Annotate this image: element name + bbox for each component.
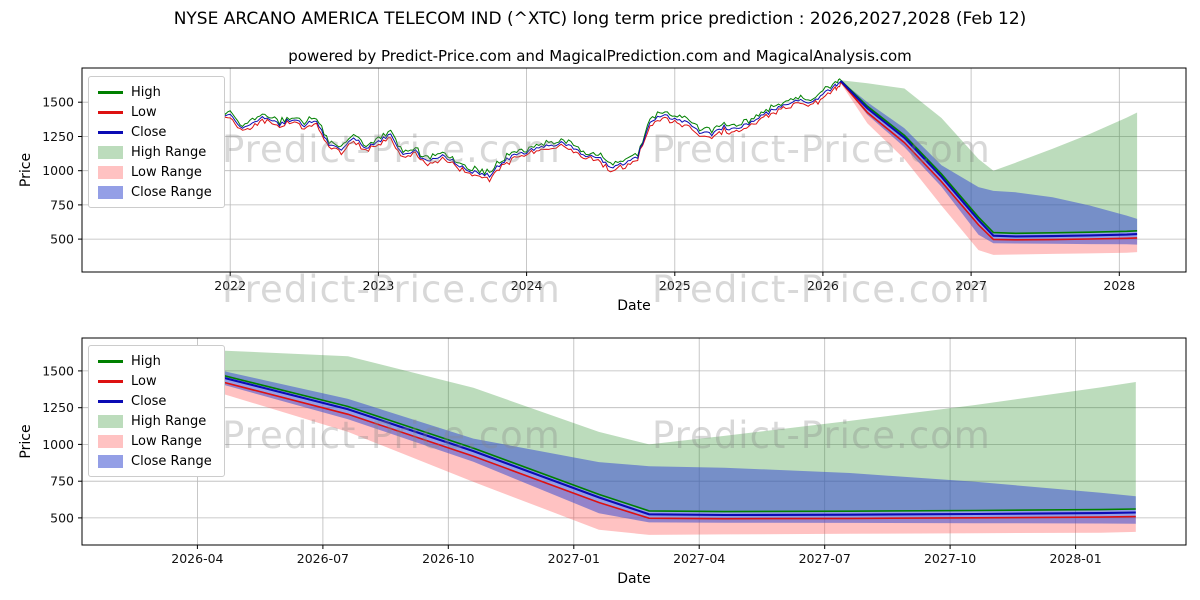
x-tick-label: 2025 <box>659 278 691 293</box>
legend-item-close: Close <box>98 391 212 411</box>
legend-label-close-range: Close Range <box>131 453 212 469</box>
low-line-swatch <box>98 110 123 114</box>
y-tick-label: 1000 <box>42 163 74 178</box>
high-range-swatch <box>98 414 123 428</box>
y-tick-label: 500 <box>50 232 74 247</box>
x-tick-label: 2027-10 <box>924 551 976 566</box>
x-tick-label: 2026-04 <box>171 551 223 566</box>
y-axis-label: Price <box>18 424 34 458</box>
series-line <box>118 80 842 178</box>
high-line-swatch <box>98 359 123 363</box>
low-range-swatch <box>98 165 123 179</box>
legend-item-low-range: Low Range <box>98 431 212 451</box>
plot-border <box>81 67 1187 273</box>
series-line <box>131 346 1136 513</box>
legend-label-low-range: Low Range <box>131 164 202 180</box>
legend-label-close: Close <box>131 393 167 409</box>
x-tick-label: 2027-01 <box>548 551 600 566</box>
x-tick-label: 2024 <box>511 278 543 293</box>
series-line <box>118 78 842 176</box>
page-title: NYSE ARCANO AMERICA TELECOM IND (^XTC) l… <box>173 9 1027 29</box>
x-tick-label: 2027-07 <box>799 551 851 566</box>
y-tick-label: 1500 <box>42 95 74 110</box>
legend-label-high: High <box>131 353 161 369</box>
range-band <box>132 347 1136 513</box>
x-tick-label: 2027 <box>955 278 987 293</box>
x-tick-label: 2022 <box>214 278 246 293</box>
low-range-swatch <box>98 434 123 448</box>
x-tick-label: 2028-01 <box>1049 551 1101 566</box>
legend-label-high-range: High Range <box>131 413 207 429</box>
legend-top-chart: High Low Close High Range Low Range Clos… <box>88 76 225 208</box>
legend-item-close-range: Close Range <box>98 182 212 202</box>
legend-item-high: High <box>98 82 212 102</box>
x-tick-label: 2026-10 <box>422 551 474 566</box>
history-and-prediction-chart: 2022 2023 2024 2025 2026 2027 2028 500 750 1000 12… <box>18 67 1187 314</box>
y-tick-label: 500 <box>50 510 74 525</box>
x-tick-label: 2028 <box>1103 278 1135 293</box>
range-band <box>840 80 1138 245</box>
legend-bottom-chart: High Low Close High Range Low Range Clos… <box>88 345 225 477</box>
y-tick-label: 750 <box>50 474 74 489</box>
x-tick-label: 2027-04 <box>673 551 725 566</box>
prediction-zoom-chart: 2026-04 2026-07 2026-10 2027-01 2027-04 2027-… <box>18 337 1187 587</box>
close-range-swatch <box>98 185 123 199</box>
legend-label-low: Low <box>131 373 157 389</box>
y-axis-label: Price <box>18 153 34 187</box>
legend-item-low: Low <box>98 102 212 122</box>
legend-item-close-range: Close Range <box>98 451 212 471</box>
legend-label-high-range: High Range <box>131 144 207 160</box>
legend-item-low-range: Low Range <box>98 162 212 182</box>
legend-item-high-range: High Range <box>98 142 212 162</box>
plot-border <box>81 337 1187 546</box>
y-tick-label: 750 <box>50 197 74 212</box>
close-line-swatch <box>98 130 123 134</box>
legend-item-high-range: High Range <box>98 411 212 431</box>
legend-item-high: High <box>98 351 212 371</box>
high-range-swatch <box>98 145 123 159</box>
legend-item-low: Low <box>98 371 212 391</box>
close-range-swatch <box>98 454 123 468</box>
high-line-swatch <box>98 90 123 94</box>
range-band <box>840 80 1138 234</box>
page-subtitle: powered by Predict-Price.com and Magical… <box>288 47 912 65</box>
x-axis-label: Date <box>617 298 650 314</box>
range-band <box>132 347 1136 524</box>
legend-label-close-range: Close Range <box>131 184 212 200</box>
low-line-swatch <box>98 379 123 383</box>
y-tick-label: 1250 <box>42 129 74 144</box>
y-tick-label: 1000 <box>42 437 74 452</box>
series-line <box>131 348 1136 520</box>
y-tick-label: 1250 <box>42 400 74 415</box>
legend-label-low-range: Low Range <box>131 433 202 449</box>
legend-label-close: Close <box>131 124 167 140</box>
legend-label-high: High <box>131 84 161 100</box>
x-tick-label: 2023 <box>362 278 394 293</box>
x-tick-label: 2026-07 <box>297 551 349 566</box>
y-tick-label: 1500 <box>42 363 74 378</box>
x-tick-label: 2026 <box>807 278 839 293</box>
series-line <box>840 81 1138 241</box>
series-line <box>839 80 1138 238</box>
series-line <box>131 347 1136 517</box>
legend-label-low: Low <box>131 104 157 120</box>
legend-item-close: Close <box>98 122 212 142</box>
close-line-swatch <box>98 399 123 403</box>
series-line <box>840 79 1138 235</box>
series-line <box>118 81 842 183</box>
x-axis-label: Date <box>617 571 650 587</box>
